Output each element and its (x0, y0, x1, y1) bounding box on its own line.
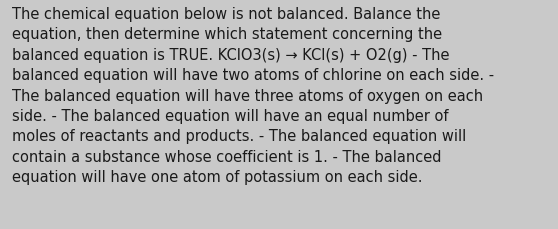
Text: The chemical equation below is not balanced. Balance the
equation, then determin: The chemical equation below is not balan… (12, 7, 494, 184)
